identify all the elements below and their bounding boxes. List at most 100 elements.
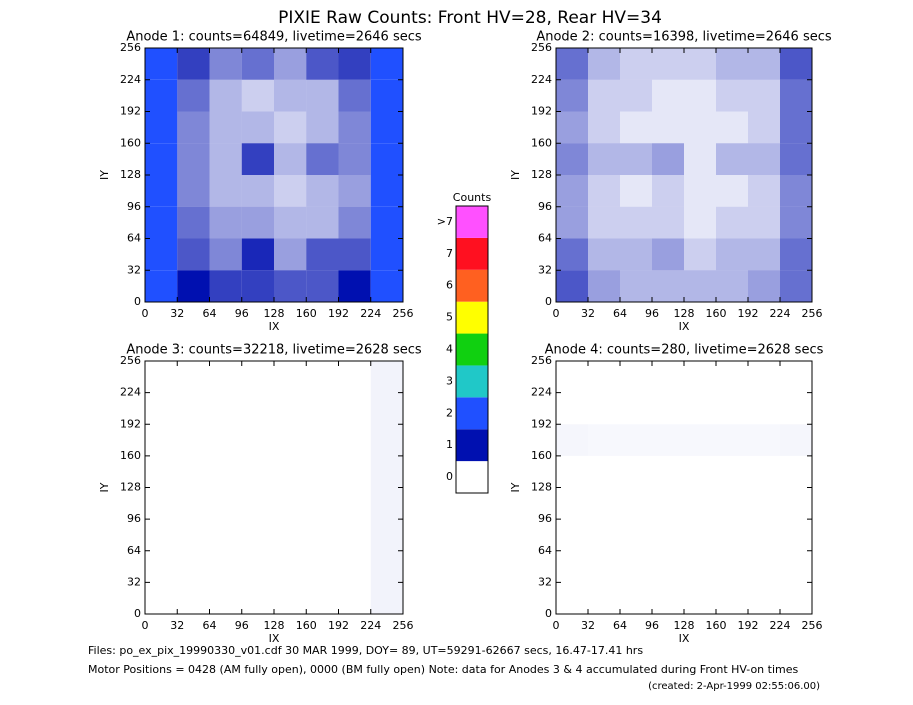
heatmap-cell	[588, 111, 620, 144]
y-tick-label: 224	[531, 73, 552, 86]
heatmap-cell	[209, 111, 242, 144]
heatmap-cell	[241, 111, 274, 144]
y-tick-label: 32	[127, 263, 141, 276]
heatmap-cell	[620, 48, 652, 80]
footer-files: Files: po_ex_pix_19990330_v01.cdf 30 MAR…	[88, 644, 643, 657]
y-tick-label: 128	[120, 168, 141, 181]
heatmap-cell	[274, 48, 307, 80]
x-tick-label: 224	[770, 307, 791, 320]
heatmap-cell	[620, 270, 652, 302]
x-tick-label: 128	[264, 619, 285, 632]
heatmap-cell	[306, 79, 339, 112]
heatmap-cell	[274, 111, 307, 144]
x-tick-label: 96	[235, 307, 249, 320]
heatmap-cell	[652, 48, 684, 80]
heatmap-cell	[274, 206, 307, 239]
x-tick-label: 224	[770, 619, 791, 632]
heatmap-cell	[370, 79, 403, 112]
panel-title: Anode 2: counts=16398, livetime=2646 sec…	[536, 30, 832, 45]
heatmap-cell	[177, 79, 210, 112]
heatmap-cell	[620, 206, 652, 239]
y-tick-label: 0	[545, 295, 552, 308]
colorbar-label: 0	[446, 470, 453, 483]
heatmap-cell	[748, 238, 780, 271]
heatmap-cell	[177, 175, 210, 207]
heatmap-cell	[338, 111, 371, 144]
heatmap-cell	[241, 270, 274, 302]
x-tick-label: 64	[203, 307, 217, 320]
x-tick-label: 96	[645, 619, 659, 632]
heatmap-cell	[556, 48, 588, 80]
footer-created: (created: 2-Apr-1999 02:55:06.00)	[648, 681, 820, 692]
y-tick-label: 256	[531, 354, 552, 367]
colorbar-swatch	[456, 333, 488, 366]
heatmap-cell	[780, 143, 812, 175]
x-tick-label: 0	[142, 307, 149, 320]
heatmap-cell	[370, 111, 403, 144]
x-tick-label: 32	[581, 619, 595, 632]
heatmap-cell	[684, 206, 716, 239]
footer-motor: Motor Positions = 0428 (AM fully open), …	[88, 663, 798, 676]
heatmap-cell	[748, 175, 780, 207]
y-tick-label: 96	[127, 200, 141, 213]
y-tick-label: 0	[134, 295, 141, 308]
x-tick-label: 160	[296, 619, 317, 632]
x-tick-label: 160	[296, 307, 317, 320]
heatmap-cell	[209, 270, 242, 302]
plot-frame	[555, 360, 813, 615]
heatmap-cell	[338, 48, 371, 80]
plot-frame	[144, 360, 404, 615]
heatmap-cell	[177, 143, 210, 175]
heatmap-cell	[684, 238, 716, 271]
heatmap-cell	[338, 270, 371, 302]
heatmap-cell	[716, 143, 748, 175]
y-tick-label: 192	[531, 417, 552, 430]
heatmap-cell	[684, 111, 716, 144]
x-tick-label: 128	[264, 307, 285, 320]
x-tick-label: 224	[360, 619, 381, 632]
heatmap-cell	[274, 175, 307, 207]
colorbar-swatch	[456, 397, 488, 430]
heatmap-cell	[684, 175, 716, 207]
x-tick-label: 32	[170, 619, 184, 632]
colorbar-label: 7	[446, 247, 453, 260]
colorbar-label: 1	[446, 438, 453, 451]
heatmap-cell	[306, 238, 339, 271]
heatmap-cell	[145, 206, 178, 239]
y-tick-label: 64	[127, 232, 141, 245]
heatmap-cell	[716, 270, 748, 302]
y-axis-label: IY	[98, 170, 111, 180]
heatmap-cell	[177, 238, 210, 271]
heatmap-cell	[716, 175, 748, 207]
heatmap-cell	[274, 238, 307, 271]
heatmap-cell	[145, 270, 178, 302]
y-tick-label: 192	[120, 105, 141, 118]
heatmap-cell	[556, 175, 588, 207]
x-tick-label: 128	[674, 619, 695, 632]
x-tick-label: 256	[802, 619, 823, 632]
heatmap-cell	[209, 48, 242, 80]
heatmap-cell	[556, 79, 588, 112]
heatmap-cell	[145, 111, 178, 144]
heatmap-cell	[145, 48, 178, 80]
heatmap-cell	[748, 424, 780, 456]
heatmap-cell	[370, 392, 403, 425]
heatmap-cell	[716, 206, 748, 239]
heatmap-cell	[620, 175, 652, 207]
y-tick-label: 32	[538, 575, 552, 588]
heatmap-cell	[716, 424, 748, 456]
y-tick-label: 256	[531, 41, 552, 54]
heatmap-cell	[370, 487, 403, 520]
x-tick-label: 64	[203, 619, 217, 632]
heatmap-cell	[556, 143, 588, 175]
heatmap-cell	[652, 175, 684, 207]
x-tick-label: 192	[328, 619, 349, 632]
heatmap-cell	[652, 143, 684, 175]
colorbar-label: 5	[446, 311, 453, 324]
heatmap-cell	[209, 175, 242, 207]
heatmap-cell	[780, 206, 812, 239]
heatmap-cell	[370, 361, 403, 393]
heatmap-cell	[588, 424, 620, 456]
heatmap-cell	[209, 143, 242, 175]
heatmap-cell	[684, 79, 716, 112]
